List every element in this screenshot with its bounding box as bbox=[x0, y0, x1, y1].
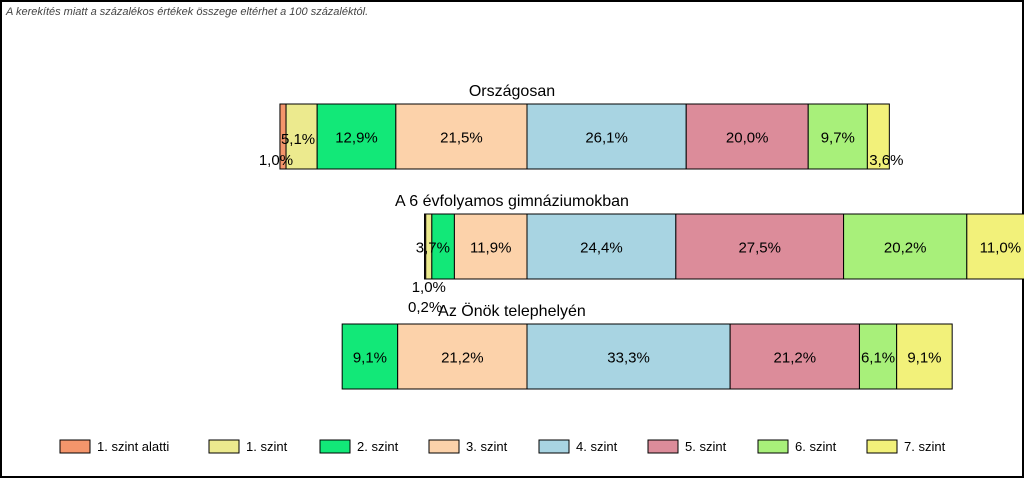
data-label: 3,7% bbox=[416, 240, 450, 257]
bar-segment bbox=[341, 323, 399, 390]
legend-label: 7. szint bbox=[904, 439, 946, 454]
bar-segment bbox=[843, 213, 968, 280]
bar-title: Országosan bbox=[469, 83, 555, 100]
data-label: 21,5% bbox=[440, 130, 483, 147]
bar-segment bbox=[526, 213, 677, 280]
legend-swatch bbox=[208, 439, 240, 454]
bar-segment bbox=[397, 323, 528, 390]
data-label: 5,1% bbox=[281, 131, 315, 148]
legend-swatch bbox=[428, 439, 460, 454]
legend-swatch bbox=[59, 439, 91, 454]
legend-swatch bbox=[757, 439, 789, 454]
legend-swatch bbox=[319, 439, 351, 454]
legend-label: 2. szint bbox=[357, 439, 399, 454]
legend-swatch bbox=[866, 439, 898, 454]
data-label: 12,9% bbox=[335, 130, 378, 147]
rounding-note: A kerekítés miatt a százalékos értékek ö… bbox=[6, 6, 369, 18]
data-label: 11,0% bbox=[980, 240, 1021, 257]
bar-segment bbox=[807, 103, 868, 170]
data-label: 3,6% bbox=[869, 152, 903, 169]
data-label: 33,3% bbox=[607, 350, 650, 367]
data-label: 21,2% bbox=[441, 350, 484, 367]
data-label: 6,1% bbox=[861, 350, 895, 367]
data-label: 21,2% bbox=[774, 350, 817, 367]
legend-label: 5. szint bbox=[685, 439, 727, 454]
bar-segment bbox=[316, 103, 397, 170]
data-label: 11,9% bbox=[470, 240, 511, 257]
bar-segment bbox=[675, 213, 845, 280]
data-label: 9,7% bbox=[821, 130, 855, 147]
bar-segment bbox=[395, 103, 528, 170]
bar-segment bbox=[685, 103, 809, 170]
legend-label: 4. szint bbox=[576, 439, 618, 454]
data-label: 9,1% bbox=[907, 350, 941, 367]
data-label: 26,1% bbox=[585, 130, 628, 147]
data-label: 20,2% bbox=[884, 240, 927, 257]
bar-segment bbox=[866, 103, 890, 170]
bar-segment bbox=[729, 323, 860, 390]
legend-label: 1. szint bbox=[246, 439, 288, 454]
bar-segment bbox=[526, 323, 731, 390]
bar-segment bbox=[858, 323, 898, 390]
data-label: 20,0% bbox=[726, 130, 769, 147]
bar-segment bbox=[896, 323, 953, 390]
legend-label: 1. szint alatti bbox=[97, 439, 169, 454]
legend-swatch bbox=[647, 439, 679, 454]
bar-title: A 6 évfolyamos gimnáziumokban bbox=[395, 193, 629, 210]
data-label: 9,1% bbox=[353, 350, 387, 367]
data-label: 1,0% bbox=[259, 152, 293, 169]
bar-title: Az Önök telephelyén bbox=[438, 302, 586, 320]
bar-segment bbox=[966, 213, 1024, 280]
data-label: 1,0% bbox=[412, 279, 446, 296]
bar-segment bbox=[453, 213, 528, 280]
data-label: 0,2% bbox=[408, 299, 442, 316]
legend-swatch bbox=[538, 439, 570, 454]
data-label: 27,5% bbox=[738, 240, 781, 257]
bar-segment bbox=[526, 103, 687, 170]
legend-label: 6. szint bbox=[795, 439, 837, 454]
legend-label: 3. szint bbox=[466, 439, 508, 454]
data-label: 24,4% bbox=[580, 240, 623, 257]
